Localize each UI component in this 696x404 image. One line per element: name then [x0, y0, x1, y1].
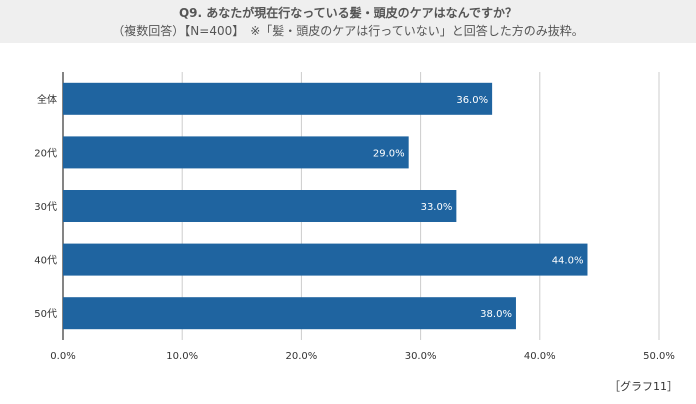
x-tick-label: 50.0%	[643, 351, 675, 362]
data-label: 33.0%	[421, 202, 453, 213]
category-label: 30代	[34, 201, 57, 213]
category-label: 20代	[34, 147, 57, 159]
x-tick-label: 40.0%	[524, 351, 556, 362]
x-tick-label: 30.0%	[405, 351, 437, 362]
data-label: 29.0%	[373, 148, 405, 159]
x-tick-label: 0.0%	[50, 351, 75, 362]
chart-header: Q9. あなたが現在行なっている髪・頭皮のケアはなんですか？ （複数回答）【N=…	[0, 0, 696, 43]
bar	[63, 136, 409, 169]
chart-footnote: ［グラフ11］	[609, 380, 678, 393]
category-label: 40代	[34, 255, 57, 267]
data-label: 36.0%	[456, 95, 488, 106]
chart-title: Q9. あなたが現在行なっている髪・頭皮のケアはなんですか？	[178, 6, 518, 20]
chart-subtitle: （複数回答）【N=400】 ※「髪・頭皮のケアは行っていない」と回答した方のみ抜…	[112, 24, 584, 38]
category-label: 50代	[34, 308, 57, 320]
category-label: 全体	[37, 93, 57, 106]
data-label: 38.0%	[480, 309, 512, 320]
bar	[63, 82, 493, 115]
data-label: 44.0%	[552, 256, 584, 267]
x-tick-label: 20.0%	[286, 351, 318, 362]
bar	[63, 297, 516, 330]
bar	[63, 243, 588, 276]
bar	[63, 190, 457, 222]
x-tick-label: 10.0%	[166, 351, 198, 362]
